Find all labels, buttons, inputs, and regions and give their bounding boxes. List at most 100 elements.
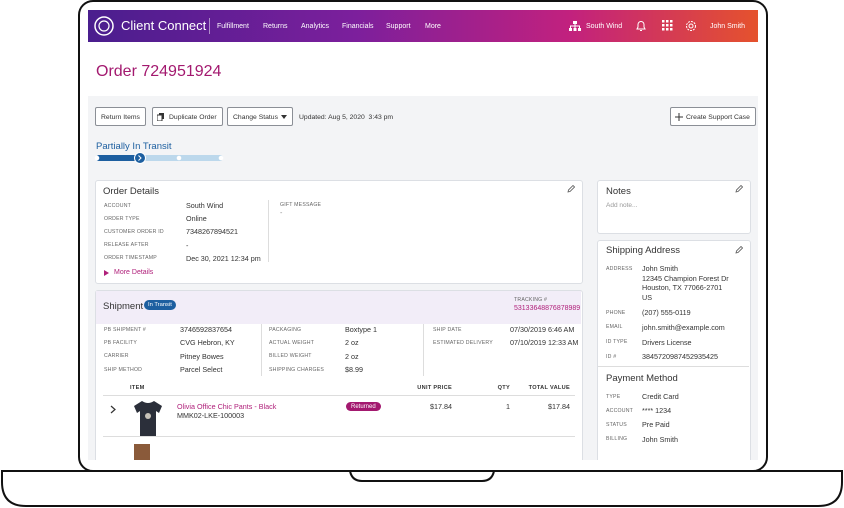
notes-input[interactable]: Add note... bbox=[606, 202, 638, 209]
field-label: PACKAGING bbox=[269, 326, 302, 333]
field-label: ACCOUNT bbox=[606, 407, 634, 414]
divider bbox=[209, 18, 210, 34]
divider bbox=[103, 436, 575, 437]
field-label: PHONE bbox=[606, 309, 626, 316]
button-label: Duplicate Order bbox=[169, 114, 217, 121]
field-label: RELEASE AFTER bbox=[104, 242, 149, 249]
field-label: TYPE bbox=[606, 393, 621, 400]
duplicate-order-button[interactable]: Duplicate Order bbox=[152, 107, 223, 126]
create-support-case-button[interactable]: Create Support Case bbox=[670, 107, 756, 126]
field-value: - bbox=[280, 208, 283, 217]
field-label: ACCOUNT bbox=[104, 202, 132, 209]
nav-item[interactable]: More bbox=[425, 23, 441, 30]
status-label: Partially In Transit bbox=[96, 141, 172, 152]
tracking-number[interactable]: 53133648876878989 bbox=[514, 305, 581, 312]
card-title: Notes bbox=[606, 186, 631, 197]
caret-icon bbox=[281, 115, 287, 119]
user-name[interactable]: John Smith bbox=[710, 23, 746, 30]
field-label: ACTUAL WEIGHT bbox=[269, 339, 315, 346]
column-header: QTY bbox=[497, 385, 510, 391]
divider bbox=[103, 395, 575, 396]
edit-icon[interactable] bbox=[735, 246, 743, 254]
field-label: ORDER TIMESTAMP bbox=[104, 255, 157, 262]
qty: 1 bbox=[506, 402, 510, 411]
card-title: Shipment bbox=[103, 301, 144, 312]
nav-item[interactable]: Financials bbox=[342, 23, 374, 30]
notch bbox=[349, 470, 495, 482]
title-area bbox=[88, 42, 758, 96]
nav-item[interactable]: Support bbox=[386, 23, 411, 30]
nav-item[interactable]: Fulfillment bbox=[217, 23, 249, 30]
return-items-button[interactable]: Return Items bbox=[95, 107, 146, 126]
card-title: Payment Method bbox=[606, 373, 678, 384]
field-label: ADDRESS bbox=[606, 265, 633, 272]
field-value: - bbox=[186, 240, 189, 250]
button-label: Change Status bbox=[233, 114, 278, 121]
product-image-partial bbox=[134, 444, 150, 460]
column-header: TOTAL VALUE bbox=[528, 385, 570, 391]
order-details-card bbox=[95, 180, 583, 284]
field-label: EMAIL bbox=[606, 324, 623, 331]
field-label: SHIPPING CHARGES bbox=[269, 366, 325, 373]
nav-item[interactable]: Returns bbox=[263, 23, 288, 30]
field-value: 2 oz bbox=[345, 351, 359, 361]
copy-icon bbox=[157, 113, 164, 121]
more-details-link[interactable]: More Details bbox=[114, 269, 154, 276]
settings-icon[interactable] bbox=[685, 20, 697, 32]
row-expand[interactable] bbox=[110, 405, 116, 414]
field-label: CARRIER bbox=[104, 353, 129, 360]
field-value: US bbox=[642, 292, 652, 302]
card-title: Shipping Address bbox=[606, 245, 680, 256]
field-label: ESTIMATED DELIVERY bbox=[433, 339, 493, 346]
field-value: Dec 30, 2021 12:34 pm bbox=[186, 253, 261, 263]
divider bbox=[261, 324, 262, 376]
screen: Client Connect Fulfillment Returns Analyti… bbox=[88, 10, 758, 460]
field-label: ID # bbox=[606, 353, 617, 360]
header-bar bbox=[88, 10, 758, 42]
field-label: STATUS bbox=[606, 421, 627, 428]
field-label: PB SHIPMENT # bbox=[104, 326, 146, 333]
field-value: South Wind bbox=[186, 201, 224, 210]
field-value: Drivers License bbox=[642, 337, 692, 347]
field-label: SHIP DATE bbox=[433, 326, 462, 333]
field-value: Pitney Bowes bbox=[180, 351, 224, 361]
field-value: 07/30/2019 6:46 AM bbox=[510, 325, 575, 334]
order-title: Order 724951924 bbox=[96, 63, 222, 80]
field-label: GIFT MESSAGE bbox=[280, 202, 322, 208]
field-value: Credit Card bbox=[642, 392, 679, 401]
field-value: 12345 Champion Forest Dr bbox=[642, 273, 729, 283]
field-label: BILLED WEIGHT bbox=[269, 353, 312, 360]
field-value: john.smith@example.com bbox=[642, 322, 725, 332]
change-status-button[interactable]: Change Status bbox=[227, 107, 293, 126]
sku: MMK02-LKE-100003 bbox=[177, 411, 245, 420]
status-badge: Returned bbox=[346, 402, 381, 411]
card-title: Order Details bbox=[103, 186, 159, 197]
field-value: 2 oz bbox=[345, 338, 359, 348]
field-label: ORDER TYPE bbox=[104, 215, 140, 222]
button-label: Create Support Case bbox=[686, 114, 750, 121]
field-value: John Smith bbox=[642, 434, 678, 444]
product-name[interactable]: Olivia Office Chic Pants - Black bbox=[177, 402, 277, 411]
notes-card bbox=[597, 180, 751, 234]
field-value: Houston, TX 77066-2701 bbox=[642, 283, 723, 292]
field-value: CVG Hebron, KY bbox=[180, 338, 235, 348]
shipping-card bbox=[597, 240, 751, 460]
divider bbox=[423, 324, 424, 376]
bell-icon[interactable] bbox=[635, 20, 647, 32]
field-value: 07/10/2019 12:33 AM bbox=[510, 338, 579, 348]
field-label: PB FACILITY bbox=[104, 339, 138, 346]
divider bbox=[598, 366, 749, 367]
organization[interactable]: South Wind bbox=[586, 23, 623, 30]
apps-icon[interactable] bbox=[662, 20, 673, 31]
column-header: UNIT PRICE bbox=[417, 385, 452, 391]
divider bbox=[268, 200, 269, 262]
field-value: (207) 555-0119 bbox=[642, 308, 691, 317]
field-label: CUSTOMER ORDER ID bbox=[104, 228, 164, 235]
nav-item[interactable]: Analytics bbox=[301, 23, 330, 30]
field-value: $8.99 bbox=[345, 365, 363, 375]
edit-icon[interactable] bbox=[567, 185, 575, 193]
edit-icon[interactable] bbox=[735, 185, 743, 193]
field-value: 3746592837654 bbox=[180, 325, 232, 334]
shipment-header bbox=[96, 291, 581, 324]
field-value: Pre Paid bbox=[642, 420, 670, 430]
